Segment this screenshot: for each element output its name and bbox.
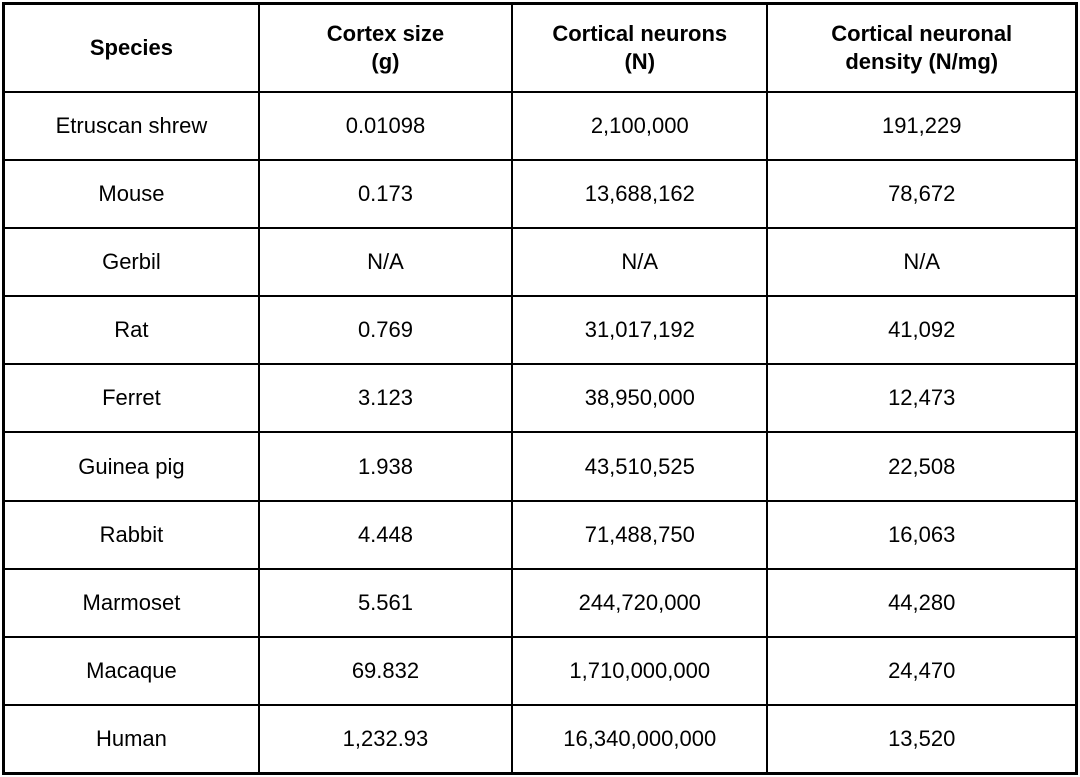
- cell-cortical_density: 16,063: [766, 499, 1078, 570]
- table-row: Macaque 69.832 1,710,000,000 24,470: [2, 635, 1078, 707]
- table-header: Species Cortex size (g) Cortical neurons (N)…: [2, 2, 1078, 93]
- cell-cortical_density: 41,092: [766, 295, 1078, 366]
- table-row: Rat 0.769 31,017,192 41,092: [2, 295, 1078, 366]
- cell-cortical_density: 22,508: [766, 431, 1078, 502]
- cell-cortical_neurons: 43,510,525: [511, 431, 769, 502]
- column-header-species: Species: [2, 2, 260, 93]
- table-row: Etruscan shrew 0.01098 2,100,000 191,229: [2, 90, 1078, 161]
- cell-cortical_neurons: 31,017,192: [511, 295, 769, 366]
- cell-cortex_size: 0.769: [257, 295, 514, 366]
- cell-cortical_neurons: 2,100,000: [511, 90, 769, 161]
- cell-species: Gerbil: [2, 226, 260, 298]
- cell-species: Rabbit: [2, 499, 260, 570]
- cell-cortical_density: N/A: [766, 226, 1078, 298]
- cell-cortex_size: 0.01098: [257, 90, 514, 161]
- cell-cortex_size: 4.448: [257, 499, 514, 570]
- table-row: Marmoset 5.561 244,720,000 44,280: [2, 567, 1078, 639]
- cell-species: Macaque: [2, 635, 260, 707]
- cell-species: Mouse: [2, 158, 260, 229]
- table-row: Mouse 0.173 13,688,162 78,672: [2, 158, 1078, 229]
- cell-species: Guinea pig: [2, 431, 260, 502]
- cell-cortical_neurons: 1,710,000,000: [511, 635, 769, 707]
- table-row: Rabbit 4.448 71,488,750 16,063: [2, 499, 1078, 570]
- column-header-cortical_density: Cortical neuronal density (N/mg): [766, 2, 1078, 93]
- cell-species: Rat: [2, 295, 260, 366]
- cell-cortex_size: 3.123: [257, 363, 514, 434]
- cell-cortex_size: 69.832: [257, 635, 514, 707]
- column-header-cortical_neurons: Cortical neurons (N): [511, 2, 769, 93]
- cell-cortical_density: 24,470: [766, 635, 1078, 707]
- cell-cortical_neurons: N/A: [511, 226, 769, 298]
- cell-cortical_neurons: 244,720,000: [511, 567, 769, 639]
- table-row: Ferret 3.123 38,950,000 12,473: [2, 363, 1078, 434]
- cell-cortex_size: 1.938: [257, 431, 514, 502]
- cell-cortex_size: 5.561: [257, 567, 514, 639]
- table-row: Gerbil N/A N/A N/A: [2, 226, 1078, 298]
- cell-cortical_density: 78,672: [766, 158, 1078, 229]
- table-body: Etruscan shrew 0.01098 2,100,000 191,229 Mou…: [2, 90, 1078, 775]
- cell-species: Etruscan shrew: [2, 90, 260, 161]
- table-row: Human 1,232.93 16,340,000,000 13,520: [2, 704, 1078, 775]
- cell-species: Ferret: [2, 363, 260, 434]
- cell-cortical_density: 44,280: [766, 567, 1078, 639]
- cell-species: Marmoset: [2, 567, 260, 639]
- cell-cortex_size: 1,232.93: [257, 704, 514, 775]
- cell-cortical_neurons: 16,340,000,000: [511, 704, 769, 775]
- cell-cortical_neurons: 13,688,162: [511, 158, 769, 229]
- column-header-cortex_size: Cortex size (g): [257, 2, 514, 93]
- cell-species: Human: [2, 704, 260, 775]
- cell-cortical_neurons: 38,950,000: [511, 363, 769, 434]
- cell-cortical_neurons: 71,488,750: [511, 499, 769, 570]
- header-row: Species Cortex size (g) Cortical neurons (N)…: [2, 2, 1078, 93]
- cell-cortical_density: 12,473: [766, 363, 1078, 434]
- cell-cortical_density: 191,229: [766, 90, 1078, 161]
- cell-cortical_density: 13,520: [766, 704, 1078, 775]
- cell-cortex_size: 0.173: [257, 158, 514, 229]
- table-row: Guinea pig 1.938 43,510,525 22,508: [2, 431, 1078, 502]
- cell-cortex_size: N/A: [257, 226, 514, 298]
